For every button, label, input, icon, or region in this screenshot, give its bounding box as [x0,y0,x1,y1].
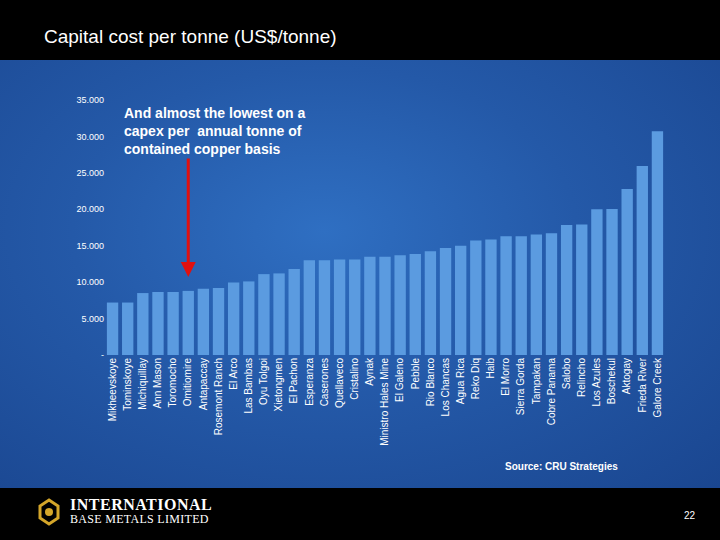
svg-text:10.000: 10.000 [76,277,104,287]
svg-text:Oyu Tolgoi: Oyu Tolgoi [258,358,269,405]
svg-text:15.000: 15.000 [76,241,104,251]
svg-text:Quellaveco: Quellaveco [334,358,345,408]
svg-text:Esperanza: Esperanza [304,358,315,406]
html-text:22: 22 [684,510,696,521]
svg-text:Xietongmen: Xietongmen [273,358,284,411]
svg-text:Cristalino: Cristalino [349,358,360,400]
svg-text:Cobre Panama: Cobre Panama [546,358,557,426]
svg-text:Antapaccay: Antapaccay [198,358,209,410]
svg-text:Reko Diq: Reko Diq [470,358,481,399]
svg-text:Aynak: Aynak [364,357,375,386]
svg-text:Haib: Haib [485,358,496,379]
svg-text:Los Azules: Los Azules [591,358,602,406]
svg-text:Salobo: Salobo [561,358,572,390]
svg-text:Tampakan: Tampakan [531,358,542,404]
svg-text:Toromocho: Toromocho [167,358,178,408]
svg-text:20.000: 20.000 [76,204,104,214]
svg-text:Las Bambas: Las Bambas [243,358,254,414]
svg-text:Mikheevskoye: Mikheevskoye [107,358,118,422]
svg-text:Galore Creek: Galore Creek [652,357,663,417]
svg-text:Omitiomire: Omitiomire [182,358,193,407]
svg-text:5.000: 5.000 [81,314,104,324]
svg-text:Agua Rica: Agua Rica [455,358,466,405]
svg-text:Frieda River: Frieda River [637,357,648,412]
svg-text:35.000: 35.000 [76,95,104,105]
svg-text:El Arco: El Arco [228,358,239,390]
svg-text:25.000: 25.000 [76,168,104,178]
svg-text:El Pachon: El Pachon [288,358,299,404]
svg-text:Rosemont Ranch: Rosemont Ranch [213,358,224,435]
svg-text:Los Chancas: Los Chancas [440,358,451,416]
svg-text:Ann Mason: Ann Mason [152,358,163,409]
html-text:INTERNATIONAL: INTERNATIONAL [70,496,213,513]
svg-text:El Galeno: El Galeno [394,358,405,402]
svg-text:Ministro Hales Mine: Ministro Hales Mine [379,358,390,446]
svg-text:Sierra Gorda: Sierra Gorda [515,358,526,416]
html-text:BASE METALS LIMITED: BASE METALS LIMITED [70,512,209,526]
svg-text:Relincho: Relincho [576,358,587,397]
svg-text:Michiquillay: Michiquillay [137,358,148,410]
svg-text:Pebble: Pebble [410,358,421,390]
svg-text:Rio Blanco: Rio Blanco [425,358,436,407]
svg-text:El Morro: El Morro [500,358,511,396]
html-text:Capital cost per tonne (US$/to: Capital cost per tonne (US$/tonne) [44,26,337,47]
svg-text:Tominskoye: Tominskoye [122,358,133,411]
svg-text:Caserones: Caserones [319,358,330,406]
svg-text:Aktogay: Aktogay [621,358,632,394]
svg-text:Boschekul: Boschekul [606,358,617,404]
svg-text:-: - [101,350,104,360]
svg-text:30.000: 30.000 [76,132,104,142]
svg-text:And almost the lowest on acape: And almost the lowest on acapex per annu… [124,105,305,157]
html-text:Source: CRU Strategies: Source: CRU Strategies [505,461,618,472]
